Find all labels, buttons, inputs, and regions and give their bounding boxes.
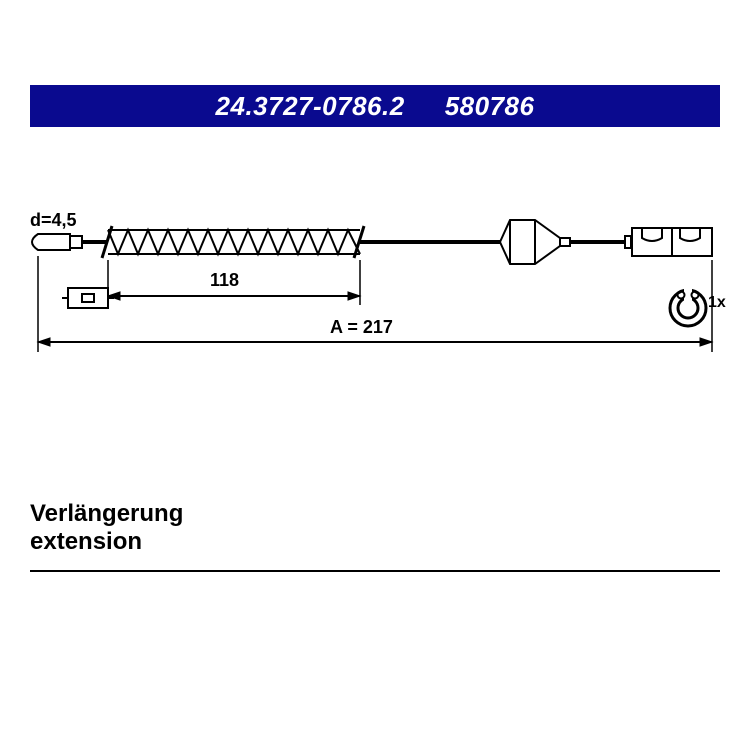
- part-number: 24.3727-0786.2: [216, 91, 405, 122]
- header-bar: 24.3727-0786.2 580786: [30, 85, 720, 127]
- cable-diagram: d=4,5: [30, 170, 720, 430]
- total-length-label: A = 217: [330, 317, 393, 338]
- part-code: 580786: [445, 91, 535, 122]
- footer-line2: extension: [30, 528, 183, 556]
- footer-line1: Verlängerung: [30, 500, 183, 528]
- figure-root: 24.3727-0786.2 580786 d=4,5: [0, 0, 750, 750]
- cable-svg: [30, 170, 720, 430]
- bottom-rule: [30, 570, 720, 572]
- spring-length-label: 118: [210, 270, 239, 291]
- footer-labels: Verlängerung extension: [30, 500, 183, 555]
- accessory-qty: 1x: [708, 294, 726, 312]
